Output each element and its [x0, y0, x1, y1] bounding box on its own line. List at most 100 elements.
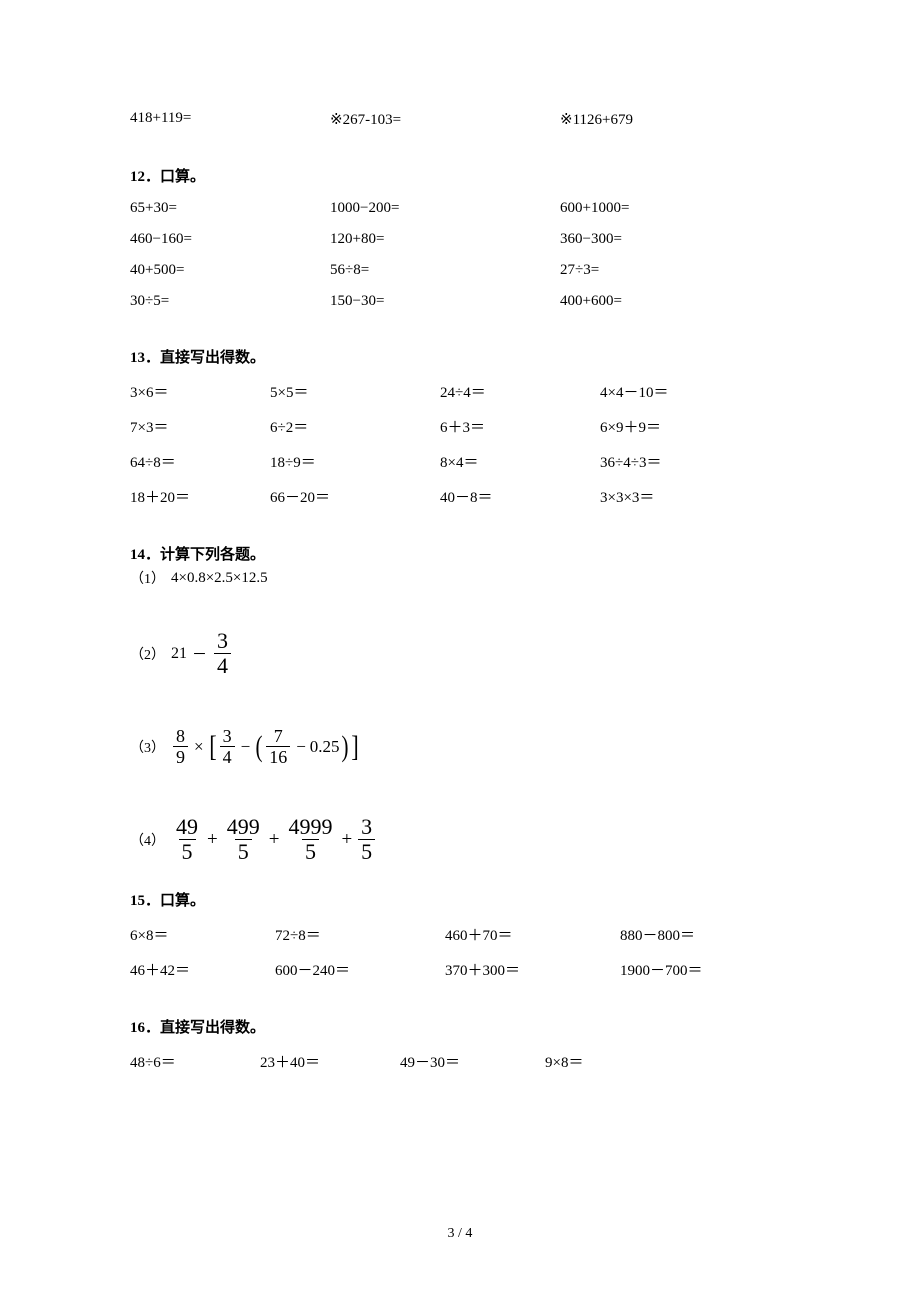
- sec14-item3: （3） 8 9 × [ 3 4 − ( 7 16 − 0.25 ) ]: [130, 727, 790, 766]
- left-paren: (: [256, 735, 263, 759]
- denominator: 5: [358, 839, 375, 863]
- expr-cell: 18÷9＝: [270, 451, 440, 472]
- page-footer: 3 / 4: [0, 1226, 920, 1242]
- expr-cell: 6÷2＝: [270, 416, 440, 437]
- expr-cell: 600+1000=: [560, 200, 760, 217]
- expr-cell: 56÷8=: [330, 262, 560, 279]
- section-heading-13: 13．直接写出得数。: [130, 346, 790, 367]
- expr-cell: 3×6＝: [130, 381, 270, 402]
- expr-cell: 5×5＝: [270, 381, 440, 402]
- numerator: 7: [271, 727, 286, 746]
- expr-cell: 4×4－10＝: [600, 381, 760, 402]
- expr-cell: 40－8＝: [440, 486, 600, 507]
- denominator: 5: [235, 839, 252, 863]
- expr-cell: 880－800＝: [620, 924, 770, 945]
- sec14-item2: （2） 21 － 3 4: [130, 630, 790, 677]
- minus-op: −: [296, 737, 306, 757]
- expr-cell: 46＋42＝: [130, 959, 275, 980]
- plus-op: +: [207, 829, 218, 851]
- expr-cell: 3×3×3＝: [600, 486, 760, 507]
- expr-cell: 400+600=: [560, 293, 760, 310]
- problem-row: 48÷6＝ 23＋40＝ 49－30＝ 9×8＝: [130, 1051, 790, 1072]
- problem-row-top: 418+119= ※267-103= ※1126+679: [130, 110, 790, 129]
- expr-cell: 460−160=: [130, 231, 330, 248]
- problem-row: 64÷8＝ 18÷9＝ 8×4＝ 36÷4÷3＝: [130, 451, 790, 472]
- expr-cell: 72÷8＝: [275, 924, 445, 945]
- problem-row: 18＋20＝ 66－20＝ 40－8＝ 3×3×3＝: [130, 486, 790, 507]
- numerator: 8: [173, 727, 188, 746]
- expr-cell: 1000−200=: [330, 200, 560, 217]
- denominator: 4: [214, 653, 231, 677]
- expr-cell: 64÷8＝: [130, 451, 270, 472]
- problem-row: 40+500= 56÷8= 27÷3=: [130, 262, 790, 279]
- fraction: 499 5: [224, 816, 263, 863]
- expr-cell: ※1126+679: [560, 110, 760, 129]
- problem-row: 30÷5= 150−30= 400+600=: [130, 293, 790, 310]
- expr-cell: 7×3＝: [130, 416, 270, 437]
- mul-op: ×: [194, 737, 204, 757]
- expr-cell: 65+30=: [130, 200, 330, 217]
- section-15-rows: 6×8＝ 72÷8＝ 460＋70＝ 880－800＝ 46＋42＝ 600－2…: [130, 924, 790, 980]
- expr-cell: 48÷6＝: [130, 1051, 260, 1072]
- sec14-item1: （1） 4×0.8×2.5×12.5: [130, 568, 790, 588]
- right-paren: ): [341, 735, 348, 759]
- expr-cell: 30÷5=: [130, 293, 330, 310]
- fraction: 3 5: [358, 816, 375, 863]
- numerator: 49: [173, 816, 201, 839]
- item-index: （1）: [130, 568, 165, 588]
- expr-cell: ※267-103=: [330, 110, 560, 129]
- fraction: 7 16: [266, 727, 290, 766]
- fraction: 3 4: [214, 630, 231, 677]
- plus-op: +: [269, 829, 280, 851]
- problem-row: 7×3＝ 6÷2＝ 6＋3＝ 6×9＋9＝: [130, 416, 790, 437]
- expr-cell: 23＋40＝: [260, 1051, 400, 1072]
- expr-cell: 460＋70＝: [445, 924, 620, 945]
- section-heading-15: 15．口算。: [130, 889, 790, 910]
- problem-row: 65+30= 1000−200= 600+1000=: [130, 200, 790, 217]
- section-heading-16: 16．直接写出得数。: [130, 1016, 790, 1037]
- item-index: （4）: [130, 830, 165, 850]
- expr-cell: 418+119=: [130, 110, 330, 129]
- fraction: 4999 5: [285, 816, 335, 863]
- numerator: 3: [220, 727, 235, 746]
- expr-cell: 600－240＝: [275, 959, 445, 980]
- expr-cell: 6×9＋9＝: [600, 416, 760, 437]
- sec14-item4: （4） 49 5 + 499 5 + 4999 5 + 3 5: [130, 816, 790, 863]
- expr-cell: 36÷4÷3＝: [600, 451, 760, 472]
- expr-cell: 27÷3=: [560, 262, 760, 279]
- problem-row: 6×8＝ 72÷8＝ 460＋70＝ 880－800＝: [130, 924, 790, 945]
- expr-text: 0.25: [310, 737, 340, 757]
- minus-op: －: [192, 643, 207, 664]
- expr-text: 21: [171, 645, 187, 663]
- expr-text: 4×0.8×2.5×12.5: [171, 570, 268, 587]
- expr-cell: 8×4＝: [440, 451, 600, 472]
- expr-cell: 18＋20＝: [130, 486, 270, 507]
- left-bracket: [: [209, 735, 217, 759]
- expr-cell: 1900－700＝: [620, 959, 770, 980]
- problem-row: 46＋42＝ 600－240＝ 370＋300＝ 1900－700＝: [130, 959, 790, 980]
- expr-cell: 24÷4＝: [440, 381, 600, 402]
- fraction: 49 5: [173, 816, 201, 863]
- expr-cell: 370＋300＝: [445, 959, 620, 980]
- item-index: （3）: [130, 737, 165, 757]
- problem-row: 460−160= 120+80= 360−300=: [130, 231, 790, 248]
- numerator: 4999: [285, 816, 335, 839]
- plus-op: +: [341, 829, 352, 851]
- expr-cell: 66－20＝: [270, 486, 440, 507]
- numerator: 3: [214, 630, 231, 653]
- numerator: 3: [358, 816, 375, 839]
- denominator: 5: [302, 839, 319, 863]
- expr-cell: 6×8＝: [130, 924, 275, 945]
- denominator: 16: [266, 746, 290, 766]
- fraction: 8 9: [173, 727, 188, 766]
- expr-cell: 40+500=: [130, 262, 330, 279]
- expr-cell: 6＋3＝: [440, 416, 600, 437]
- expr-cell: 360−300=: [560, 231, 760, 248]
- problem-row: 3×6＝ 5×5＝ 24÷4＝ 4×4－10＝: [130, 381, 790, 402]
- expr-cell: 150−30=: [330, 293, 560, 310]
- denominator: 5: [179, 839, 196, 863]
- expr-cell: 49－30＝: [400, 1051, 545, 1072]
- minus-op: −: [241, 737, 251, 757]
- section-heading-14: 14．计算下列各题。: [130, 543, 790, 564]
- right-bracket: ]: [351, 735, 359, 759]
